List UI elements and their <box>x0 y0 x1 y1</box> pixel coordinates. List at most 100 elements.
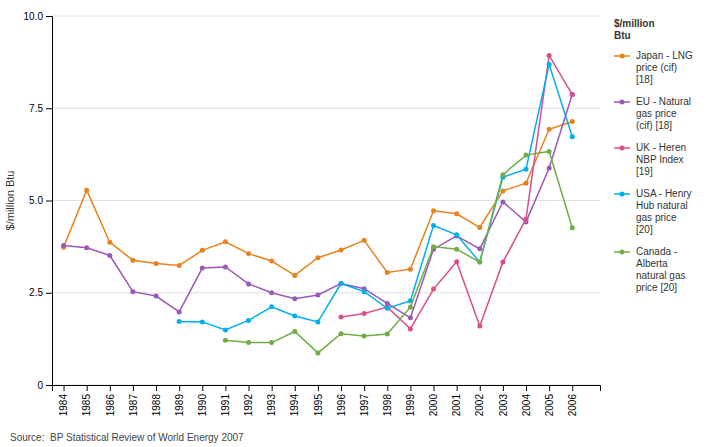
series-point <box>130 289 135 294</box>
series-point <box>547 149 552 154</box>
legend-swatch-marker <box>620 192 625 197</box>
series-point <box>339 247 344 252</box>
grid <box>52 16 600 385</box>
y-tick-mark <box>46 16 52 17</box>
series-point <box>223 328 228 333</box>
series-point <box>477 323 482 328</box>
x-tick-label: 1997 <box>359 394 370 417</box>
x-tick: 2001 <box>451 385 462 416</box>
x-tick: 2006 <box>567 385 578 416</box>
x-tick-label: 2004 <box>521 394 532 417</box>
y-tick-label: 2.5 <box>29 287 43 298</box>
legend-title: $/millionBtu <box>614 18 655 41</box>
y-tick: 10.0 <box>24 11 52 22</box>
series-point <box>292 273 297 278</box>
series-point <box>269 290 274 295</box>
y-tick: 0 <box>37 380 52 391</box>
y-tick-label: 10.0 <box>24 11 44 22</box>
series-point <box>107 253 112 258</box>
legend-item: USA - HenryHub naturalgas price[20] <box>614 188 692 235</box>
series-point <box>408 305 413 310</box>
series-point <box>570 92 575 97</box>
series-point <box>362 289 367 294</box>
series-point <box>454 247 459 252</box>
series-point <box>177 263 182 268</box>
series-point <box>570 225 575 230</box>
x-tick-label: 1989 <box>174 394 185 417</box>
x-tick-mark <box>364 385 365 391</box>
series-point <box>570 92 575 97</box>
y-tick: 5.0 <box>29 195 52 206</box>
series-point <box>454 211 459 216</box>
x-tick: 2004 <box>521 385 532 416</box>
x-tick: 1997 <box>359 385 370 416</box>
x-tick-mark <box>110 385 111 391</box>
series-point <box>177 309 182 314</box>
series-point <box>154 294 159 299</box>
series-point <box>246 318 251 323</box>
x-tick: 1993 <box>266 385 277 416</box>
y-tick-label: 5.0 <box>29 195 43 206</box>
y-tick-label: 0 <box>37 380 43 391</box>
x-tick-mark <box>526 385 527 391</box>
series-point <box>292 296 297 301</box>
series-point <box>477 246 482 251</box>
x-tick-mark <box>225 385 226 391</box>
x-tick-label: 1990 <box>197 394 208 417</box>
y-tick: 7.5 <box>29 103 52 114</box>
x-tick: 1985 <box>81 385 92 416</box>
y-axis-title: $/million Btu <box>4 171 16 231</box>
series-point <box>408 315 413 320</box>
series-point <box>431 208 436 213</box>
series-point <box>477 225 482 230</box>
series-point <box>362 311 367 316</box>
series-point <box>431 223 436 228</box>
x-tick-label: 1998 <box>382 394 393 417</box>
y-tick-mark <box>46 201 52 202</box>
x-tick: 2002 <box>474 385 485 416</box>
x-tick-label: 2005 <box>544 394 555 417</box>
x-tick-mark <box>480 385 481 391</box>
series-point <box>547 53 552 58</box>
x-tick-mark <box>156 385 157 391</box>
plot-area <box>61 53 575 355</box>
x-tick-mark <box>341 385 342 391</box>
series-point <box>84 245 89 250</box>
x-tick: 2000 <box>428 385 439 416</box>
series-point <box>454 232 459 237</box>
x-tick-label: 1992 <box>243 394 254 417</box>
series-point <box>200 248 205 253</box>
x-tick-mark <box>87 385 88 391</box>
series-point <box>315 319 320 324</box>
x-tick-mark <box>549 385 550 391</box>
series-point <box>130 258 135 263</box>
x-tick: 1998 <box>382 385 393 416</box>
legend-label: UK - HerenNBP Index[19] <box>636 142 686 177</box>
x-tick-mark <box>133 385 134 391</box>
series-point <box>477 260 482 265</box>
series-point <box>269 259 274 264</box>
y-tick-mark <box>46 385 52 386</box>
x-tick-mark <box>503 385 504 391</box>
legend-swatch-marker <box>620 250 625 255</box>
series-point <box>547 62 552 67</box>
x-tick-label: 2001 <box>451 394 462 417</box>
grid-line <box>52 200 600 201</box>
series-line <box>225 151 572 352</box>
series-point <box>315 350 320 355</box>
x-tick: 1999 <box>405 385 416 416</box>
series-point <box>385 306 390 311</box>
x-tick-label: 1994 <box>289 394 300 417</box>
legend-item: Canada -Albertanatural gasprice [20] <box>614 246 685 293</box>
x-tick-label: 1986 <box>105 394 116 417</box>
y-axis: 0 2.5 5.0 7.5 10.0 <box>24 11 53 391</box>
series-line <box>64 95 573 318</box>
grid-line <box>52 16 600 17</box>
x-tick-mark <box>295 385 296 391</box>
series-point <box>154 261 159 266</box>
legend-swatch-marker <box>620 100 625 105</box>
x-tick: 1996 <box>336 385 347 416</box>
x-tick: 1987 <box>128 385 139 416</box>
series-point <box>177 319 182 324</box>
series-point <box>107 240 112 245</box>
